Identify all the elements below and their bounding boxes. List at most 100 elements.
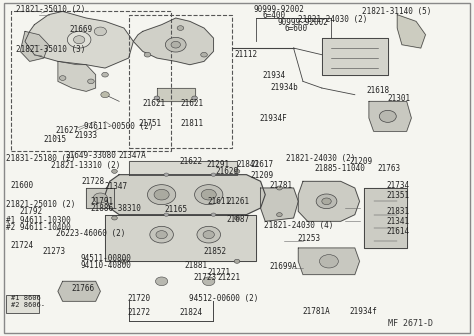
Text: 21627: 21627	[55, 126, 79, 135]
Text: 21720: 21720	[128, 294, 151, 303]
Text: 94511-00800: 94511-00800	[81, 254, 131, 263]
Text: 21209: 21209	[250, 171, 273, 180]
Text: 21831-25180 (2): 21831-25180 (2)	[6, 154, 75, 163]
Text: 21669: 21669	[70, 25, 93, 34]
Circle shape	[211, 173, 216, 176]
Circle shape	[164, 173, 169, 176]
Polygon shape	[369, 101, 411, 131]
Text: 21933: 21933	[74, 131, 98, 140]
Text: 21165: 21165	[164, 205, 187, 214]
Text: 21629: 21629	[216, 167, 239, 176]
Text: 21885-11040: 21885-11040	[315, 164, 365, 173]
Polygon shape	[397, 15, 426, 48]
Text: 21881: 21881	[184, 261, 207, 270]
Text: 21112: 21112	[235, 50, 258, 59]
Circle shape	[88, 79, 94, 84]
Polygon shape	[128, 161, 237, 175]
Circle shape	[195, 185, 223, 205]
Circle shape	[171, 41, 181, 48]
Circle shape	[234, 216, 240, 220]
Text: 21781A: 21781A	[302, 307, 330, 317]
Circle shape	[177, 26, 184, 30]
Polygon shape	[105, 175, 265, 215]
Circle shape	[93, 193, 108, 203]
Text: 21934: 21934	[263, 71, 286, 80]
Text: 21271: 21271	[208, 268, 231, 278]
Text: 21852: 21852	[203, 248, 226, 256]
Text: 21347: 21347	[104, 182, 127, 191]
Text: 21253: 21253	[297, 234, 320, 243]
Text: MF 2671-D: MF 2671-D	[388, 319, 433, 328]
Text: 94611-00500 (2): 94611-00500 (2)	[84, 122, 153, 131]
Text: #2 94611-10400: #2 94611-10400	[6, 223, 71, 232]
Circle shape	[322, 198, 331, 205]
Polygon shape	[58, 61, 96, 91]
Text: 21621: 21621	[181, 98, 203, 108]
Text: 21831: 21831	[387, 208, 410, 216]
Text: 21261: 21261	[227, 198, 250, 207]
Text: 21781: 21781	[269, 181, 292, 190]
Text: 21821-35010 (2): 21821-35010 (2)	[16, 5, 85, 14]
Text: #2 8606-: #2 8606-	[11, 302, 45, 308]
Text: 21824: 21824	[180, 308, 203, 318]
Text: 21811: 21811	[181, 119, 203, 128]
Circle shape	[165, 37, 186, 52]
Polygon shape	[133, 18, 213, 65]
Circle shape	[150, 226, 173, 243]
Text: 94512-00600 (2): 94512-00600 (2)	[189, 294, 258, 303]
Text: 21763: 21763	[377, 164, 401, 173]
Text: 21209: 21209	[349, 157, 372, 166]
Text: 90999-92002: 90999-92002	[277, 17, 328, 27]
Circle shape	[101, 92, 109, 98]
Circle shape	[102, 72, 109, 77]
Circle shape	[156, 230, 167, 239]
Text: 21728: 21728	[82, 177, 105, 186]
Text: 21886-38310: 21886-38310	[90, 204, 141, 213]
Circle shape	[94, 27, 107, 36]
Polygon shape	[298, 181, 359, 221]
Text: 90999-92002: 90999-92002	[254, 5, 304, 14]
Circle shape	[234, 169, 240, 173]
Polygon shape	[105, 215, 256, 261]
Polygon shape	[86, 188, 115, 208]
Polygon shape	[157, 88, 195, 101]
Text: 21621: 21621	[143, 98, 166, 108]
Text: 21611: 21611	[208, 198, 231, 207]
Text: 21934f: 21934f	[349, 307, 377, 317]
Circle shape	[154, 189, 169, 200]
Text: 21821-35010 (3): 21821-35010 (3)	[16, 45, 85, 54]
Text: #1 94611-10300: #1 94611-10300	[6, 216, 71, 225]
Circle shape	[112, 169, 117, 173]
Circle shape	[147, 185, 176, 205]
Text: #1 8606: #1 8606	[11, 295, 41, 301]
Circle shape	[59, 76, 66, 80]
Circle shape	[316, 194, 337, 209]
Circle shape	[155, 277, 168, 286]
Text: 26223-46060 (2): 26223-46060 (2)	[55, 229, 125, 239]
Text: 21614: 21614	[387, 227, 410, 237]
Text: 21221: 21221	[217, 273, 240, 282]
Text: 21273: 21273	[43, 248, 66, 256]
Text: 21347A: 21347A	[118, 151, 146, 160]
Text: 21821-24030 (2): 21821-24030 (2)	[298, 15, 368, 24]
Circle shape	[379, 110, 396, 122]
Polygon shape	[20, 31, 48, 61]
Circle shape	[201, 189, 216, 200]
Polygon shape	[25, 11, 133, 68]
Polygon shape	[322, 38, 388, 75]
Text: 21821-31140 (5): 21821-31140 (5)	[362, 7, 431, 16]
Polygon shape	[261, 188, 298, 221]
Circle shape	[202, 277, 215, 286]
Circle shape	[121, 259, 127, 263]
Polygon shape	[298, 248, 359, 275]
Circle shape	[211, 213, 216, 216]
Circle shape	[201, 52, 207, 57]
Text: 21842: 21842	[236, 160, 259, 168]
Text: 21821-13310 (2): 21821-13310 (2)	[51, 161, 120, 170]
Text: 21723: 21723	[194, 273, 217, 282]
Text: 21791: 21791	[90, 198, 113, 207]
Circle shape	[197, 226, 220, 243]
Text: 21766: 21766	[71, 284, 94, 293]
Text: 21934F: 21934F	[260, 114, 287, 123]
Text: 21301: 21301	[388, 93, 411, 102]
